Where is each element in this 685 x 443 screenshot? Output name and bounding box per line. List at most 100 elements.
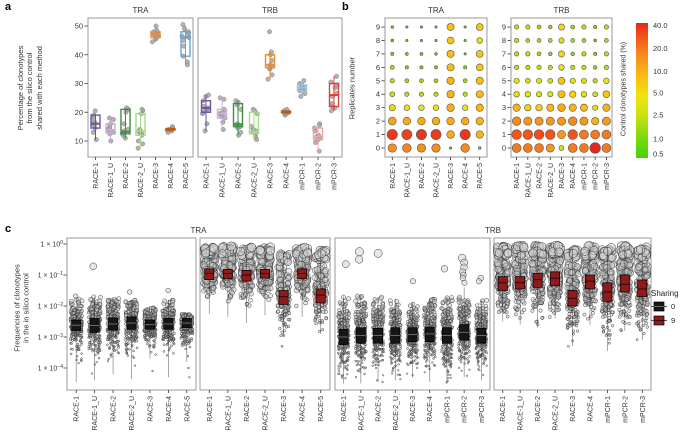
panel-a-boxplots: 10 20 30 40 50 TRA RACE-1 RACE-1_U RACE-2 RACE-2_… [75,6,343,198]
y-tick-label: 2 [376,117,380,126]
x-label-RACE-2_U: RACE-2_U [263,396,270,431]
bubble [446,130,455,139]
jitter-point [93,137,99,143]
box [180,31,191,57]
bubble [463,52,467,56]
boxplot-TRB-RACE-2 [232,98,244,138]
boxplot-TRB-mPCR-2 [312,121,324,154]
boxplot-TRA-RACE-2 [120,105,131,141]
y-tick-label: 30 [75,79,83,88]
x-label-RACE-2: RACE-2 [123,163,130,189]
facet-title-TRA: TRA [133,6,150,15]
bubble [536,51,542,57]
y-tick-label: 3 [376,103,380,112]
x-label-RACE-2: RACE-2 [376,396,383,422]
bubble [512,103,521,112]
box-TRB-s9-mPCR-3 [637,279,648,298]
outlier-point [373,248,383,258]
x-label-RACE-1: RACE-1 [514,163,521,189]
bubble [511,143,522,153]
bubble [570,64,576,70]
bubble [548,51,553,57]
bubble-row-TRA-rep2 [388,116,484,126]
jitter-point [267,29,272,35]
bubble [389,91,396,98]
bubble [535,104,543,112]
bubble [418,91,424,97]
bubble [514,64,520,70]
bubble [405,52,409,56]
x-label-RACE-4: RACE-4 [300,396,307,422]
bubble [463,25,467,29]
outlier-point [89,262,97,270]
bubble [592,78,598,84]
bubble [592,91,598,98]
colorbar-tick-label: 1.0 [653,135,663,144]
x-label-mPCR-3: mPCR-3 [479,396,486,423]
box [135,112,146,136]
x-label-RACE-4: RACE-4 [166,396,173,422]
bubble [389,65,395,70]
y-tick-label: 1 × 100 [41,240,64,249]
bubble [545,129,556,140]
x-label-mPCR-1: mPCR-1 [444,396,451,423]
x-label-RACE-1: RACE-1 [204,163,211,189]
x-label-RACE-1: RACE-1 [74,396,81,422]
jitter-point [238,129,244,135]
facet-title-TRB: TRB [262,6,278,15]
bubble [536,77,543,84]
x-label-RACE-3: RACE-3 [147,396,154,422]
bubble [536,91,543,98]
bubble [476,37,483,44]
x-label-RACE-3: RACE-3 [559,163,566,189]
jitter-point [106,115,112,121]
bubble [580,91,588,98]
box-TRB-s9-RACE-4 [584,274,595,290]
box [248,111,260,135]
bubble [446,76,455,85]
bubble [567,129,578,140]
y-tick-label: 9 [502,23,506,32]
bubble [569,77,576,84]
jitter-point [180,37,186,43]
bubble-row-TRA-rep3 [388,103,484,112]
x-label-RACE-1_U: RACE-1_U [108,163,115,198]
bubble [388,104,396,112]
bubble [415,129,427,141]
bubble [431,143,441,153]
colorbar-tick-label: 0.5 [653,149,663,158]
x-label-RACE-1_U: RACE-1_U [220,163,227,198]
y-tick-label: 6 [376,63,380,72]
bubble [522,129,534,140]
jitter-point [135,138,141,144]
x-label-RACE-5: RACE-5 [318,396,325,422]
bubble [475,117,484,126]
bubble [514,51,520,57]
x-label-RACE-5: RACE-5 [477,163,484,189]
bubble [525,38,531,43]
x-label-RACE-1: RACE-1 [500,396,507,422]
x-label-RACE-4: RACE-4 [284,163,291,189]
bubble [434,38,438,42]
bubble-row-TRA-rep9 [390,23,484,31]
bubble [524,104,532,112]
x-label-mPCR-2: mPCR-2 [462,396,469,423]
panel-b-bubble-grid: TRA 9 8 7 6 5 4 3 2 1 0 RACE-1 RACE-1_U RACE-2 RACE-2_… [376,6,668,198]
jitter-point [333,73,339,79]
x-label-RACE-5: RACE-5 [184,396,191,422]
jitter-point [135,145,141,151]
bubble [402,116,411,126]
bubble [590,129,600,140]
bubble [602,103,611,112]
bubble [557,90,566,99]
bubble [603,51,609,57]
sharing-legend-swatch-0 [651,301,667,312]
bubble [475,76,484,85]
x-label-mPCR-3: mPCR-3 [604,163,611,190]
facet-title-TRB: TRB [485,226,501,235]
bubble [525,24,531,30]
bubble-row-TRB-rep9 [514,23,609,31]
x-label-RACE-2_U: RACE-2_U [434,163,441,198]
bubble [514,24,520,30]
